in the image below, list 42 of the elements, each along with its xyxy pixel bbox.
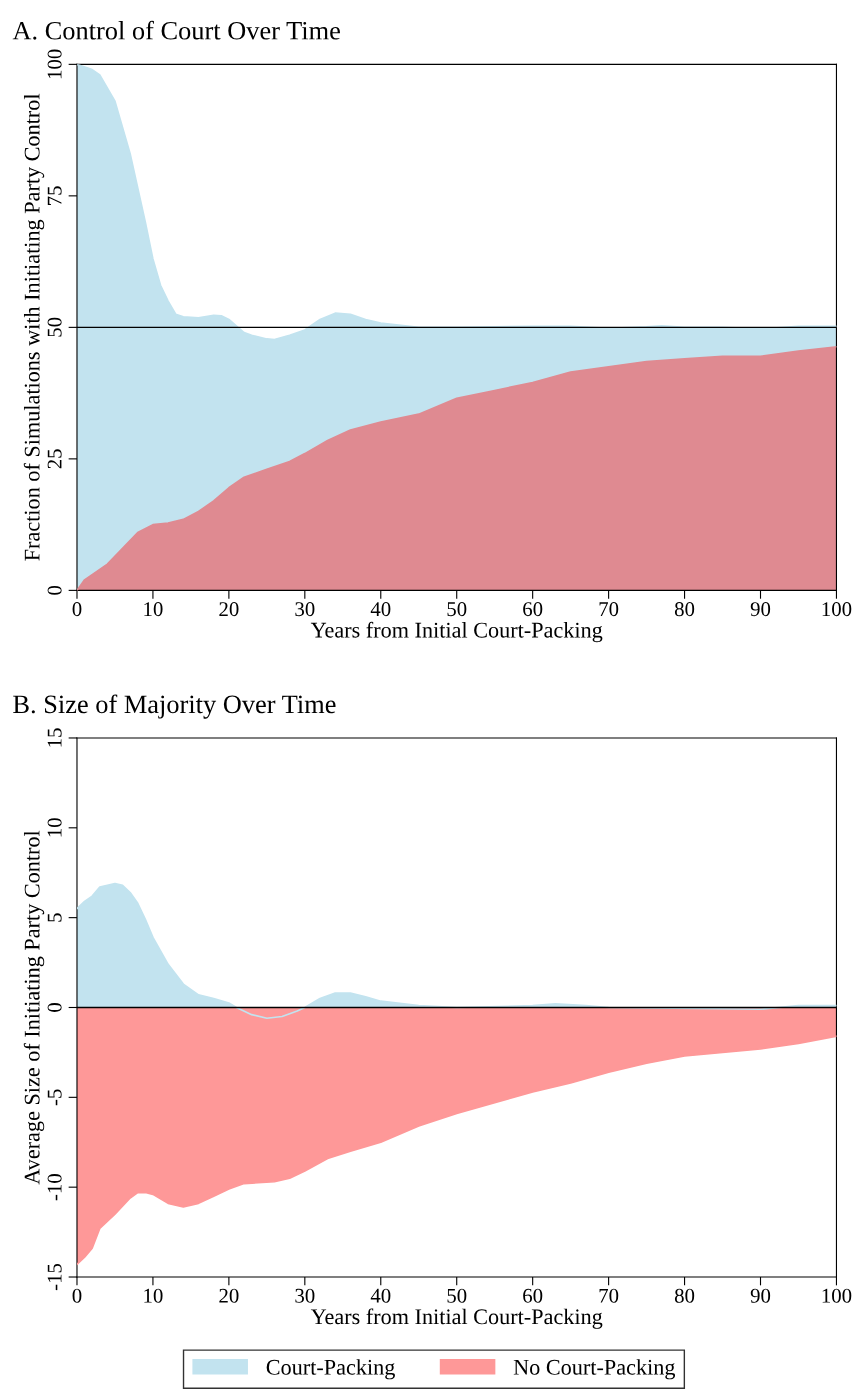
y-tick-label: 50 <box>47 317 62 337</box>
y-tick-label: 0 <box>47 1003 62 1012</box>
y-tick-label: 100 <box>47 49 62 79</box>
y-tick-label: 15 <box>47 728 62 747</box>
y-tick-label: 0 <box>47 585 62 595</box>
x-tick-label: 60 <box>523 602 543 617</box>
x-tick-label: 40 <box>370 1288 391 1303</box>
y-tick-label: -15 <box>47 1263 62 1291</box>
y-axis-title: Fraction of Simulations with Initiating Party Control <box>23 93 45 561</box>
chart-title: B. Size of Majority Over Time <box>13 694 336 719</box>
x-tick-label: 100 <box>822 602 852 617</box>
x-tick-label: 20 <box>219 1288 239 1303</box>
y-tick-label: 25 <box>47 449 62 469</box>
x-tick-label: 30 <box>295 1288 315 1303</box>
legend-label: Court-Packing <box>266 1359 395 1380</box>
y-tick-label: 75 <box>47 186 62 205</box>
y-tick-label: -10 <box>47 1174 62 1201</box>
x-tick-label: 20 <box>219 602 239 617</box>
x-tick-label: 60 <box>523 1288 543 1303</box>
x-tick-label: 70 <box>599 602 619 617</box>
x-axis-title: Years from Initial Court-Packing <box>310 1308 603 1329</box>
y-tick-label: -5 <box>47 1089 62 1106</box>
y-axis-title: Average Size of Initiating Party Control <box>23 830 45 1185</box>
x-tick-label: 80 <box>674 602 695 617</box>
y-tick-label: 5 <box>47 913 62 922</box>
chart-title: A. Control of Court Over Time <box>12 20 340 40</box>
x-tick-label: 100 <box>822 1288 852 1303</box>
legend-label: No Court-Packing <box>513 1359 676 1380</box>
x-tick-label: 30 <box>295 602 315 617</box>
x-tick-label: 90 <box>750 602 771 617</box>
x-tick-label: 90 <box>750 1288 771 1303</box>
x-tick-label: 50 <box>447 1288 467 1303</box>
x-tick-label: 0 <box>72 602 82 617</box>
x-tick-label: 80 <box>674 1288 695 1303</box>
x-tick-label: 10 <box>144 1288 163 1303</box>
x-axis-title: Years from Initial Court-Packing <box>310 621 603 643</box>
x-tick-label: 50 <box>447 602 467 617</box>
x-tick-label: 10 <box>144 602 163 617</box>
y-tick-label: 10 <box>47 818 62 837</box>
x-tick-label: 0 <box>72 1288 82 1303</box>
x-tick-label: 70 <box>599 1288 619 1303</box>
x-tick-label: 40 <box>370 602 391 617</box>
